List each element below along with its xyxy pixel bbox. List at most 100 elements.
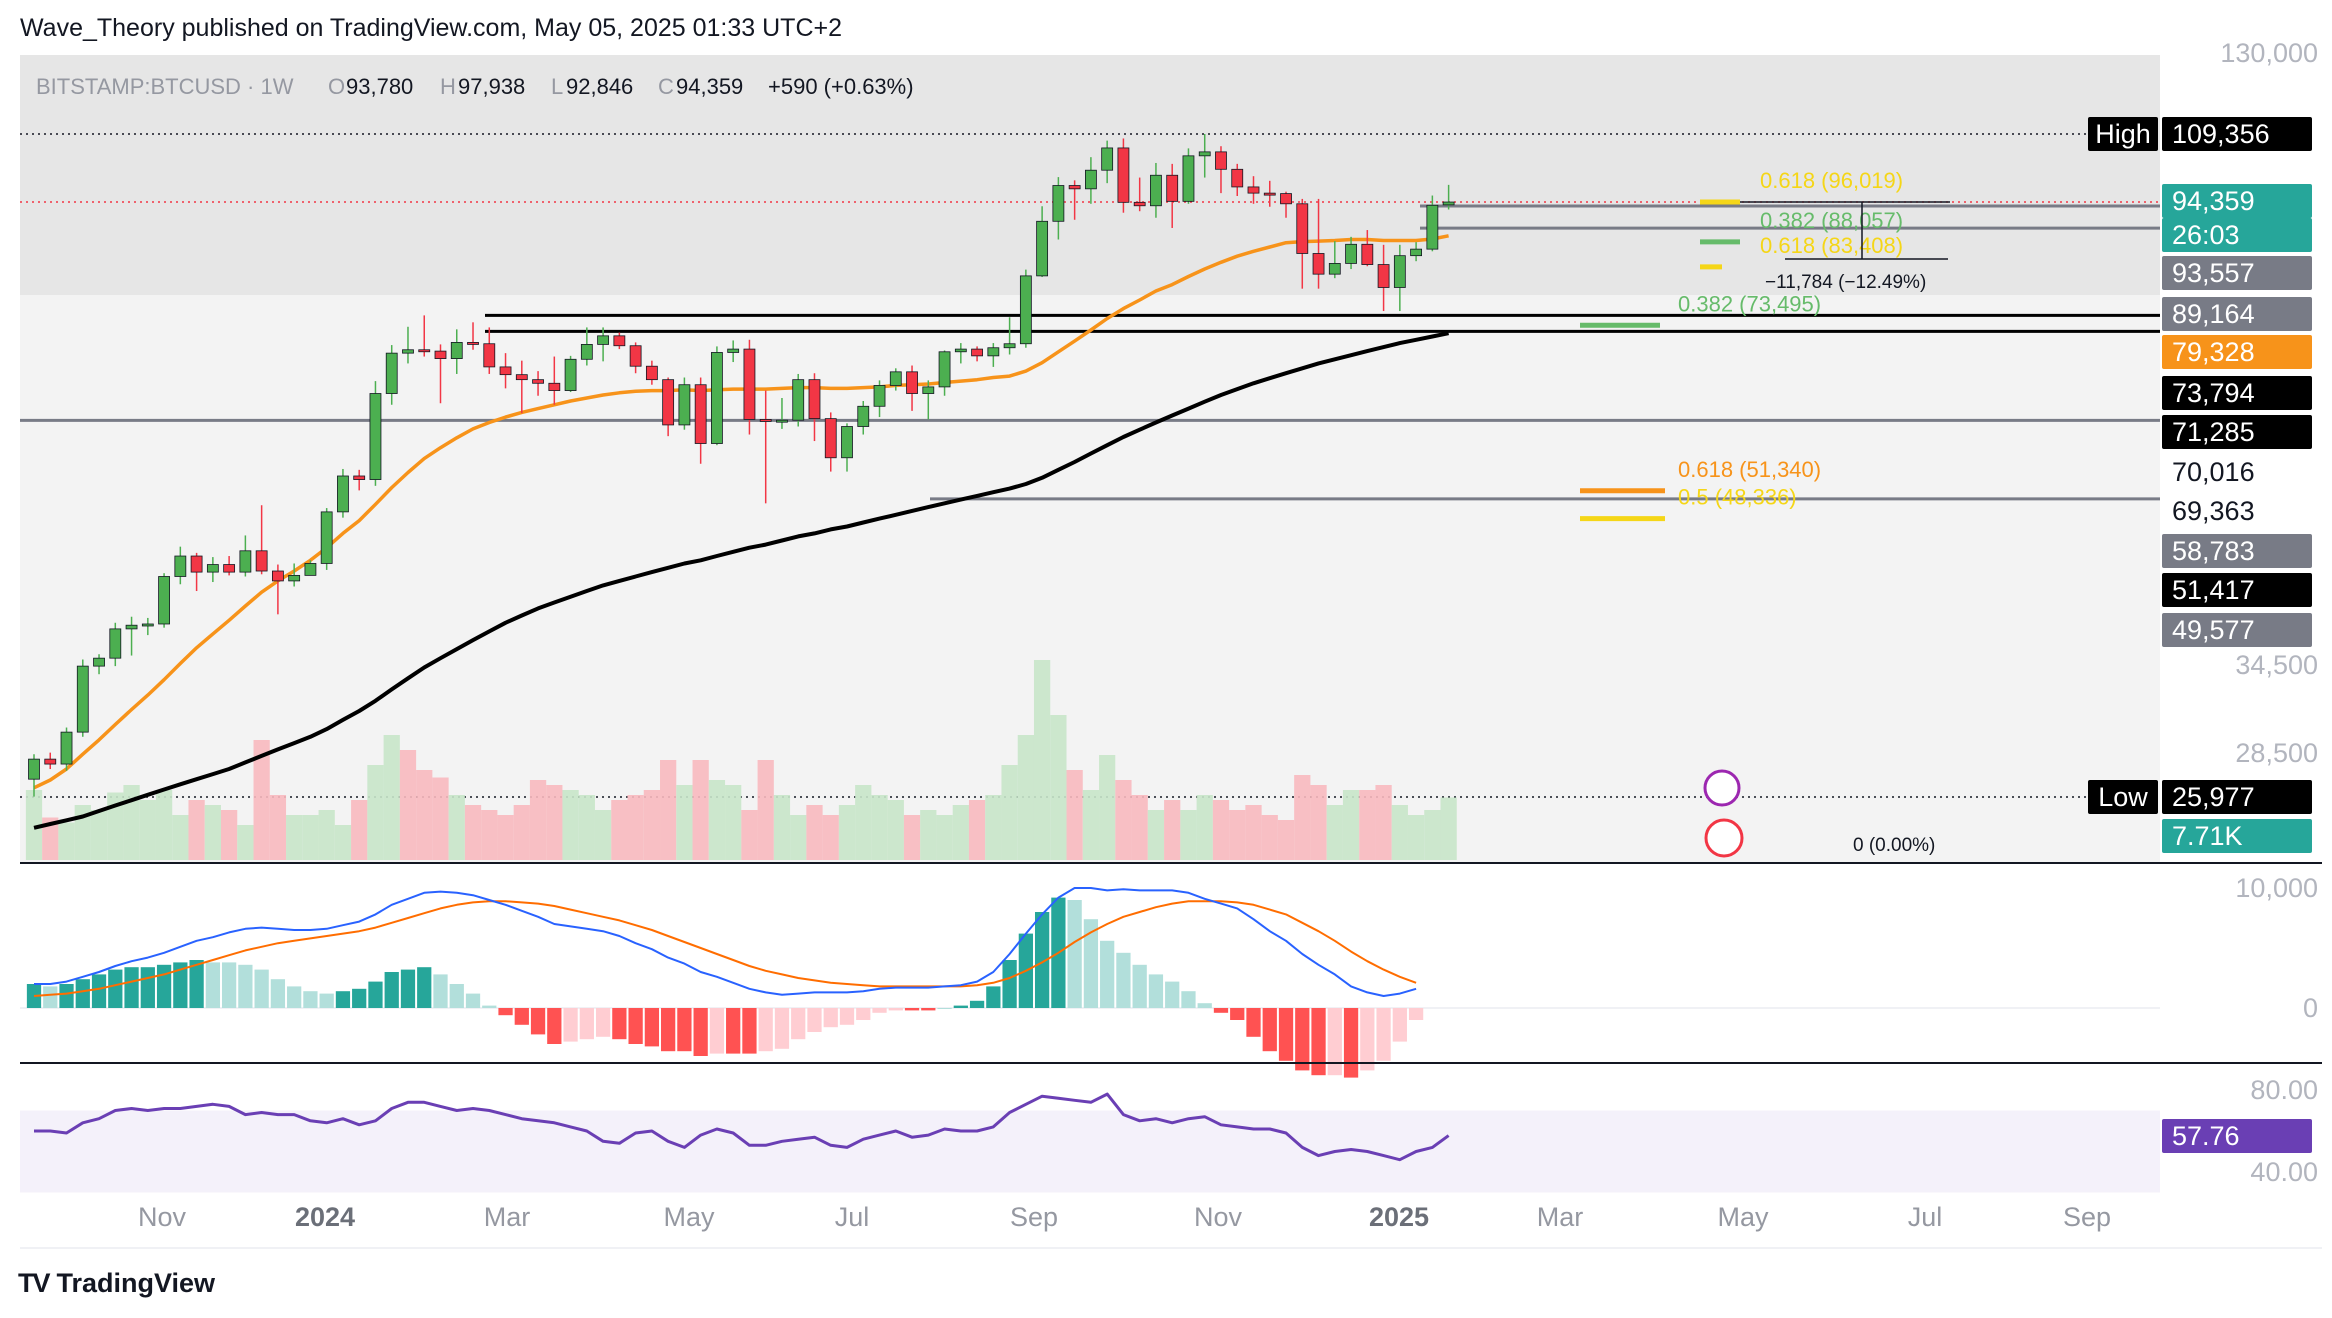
price-panel[interactable]: 0.618 (96,019) 0.382 (88,057)0.618 (83,40… (20, 133, 2160, 860)
volume-bar (383, 735, 400, 860)
macd-histogram-bar (1132, 964, 1147, 1008)
volume-bar (253, 740, 270, 860)
volume-bar (1180, 810, 1197, 860)
macd-histogram-bar (774, 1008, 790, 1049)
macd-histogram-bar (465, 993, 481, 1008)
ema200-line (33, 331, 1449, 830)
macd-histogram-bar (1230, 1008, 1245, 1020)
price-tag-label: 73,794 (2172, 378, 2255, 408)
volume-bar (1375, 785, 1392, 860)
candle-body (711, 352, 723, 444)
price-tag (2162, 256, 2312, 290)
rsi-panel[interactable] (20, 1092, 2160, 1193)
high-prefix: H (440, 74, 456, 99)
measure-label: −11,784 (−12.49%) (1765, 272, 1926, 293)
volume-bar (1017, 735, 1034, 860)
candle-body (418, 349, 431, 353)
volume-bar (1424, 810, 1441, 860)
volume-bar (562, 790, 579, 860)
volume-bar (968, 800, 986, 860)
candle-body (1410, 248, 1422, 257)
volume-bar (660, 760, 677, 860)
low-prefix: L (551, 74, 563, 99)
macd-histogram-bar (921, 1008, 936, 1011)
candle-body (320, 511, 333, 564)
macd-histogram-bar (563, 1008, 578, 1042)
candle-body (499, 366, 512, 376)
price-tag (2162, 376, 2312, 410)
volume-bar (107, 792, 124, 860)
volume-bar (1050, 715, 1067, 860)
price-tag (2088, 117, 2158, 151)
candle-body (776, 419, 788, 423)
volume-bar (1229, 810, 1246, 860)
macd-histogram-bar (43, 986, 58, 1008)
volume-bar (855, 785, 872, 860)
price-tick: 34,500 (2235, 650, 2318, 680)
macd-histogram-bar (59, 984, 74, 1008)
macd-histogram-bar (1034, 912, 1050, 1008)
candle-body (109, 628, 122, 659)
us-flag-icon (1704, 818, 1744, 858)
volume-bar (220, 810, 238, 860)
volume-bar (58, 822, 75, 860)
fib-label: 0.618 (83,408) (1760, 233, 1903, 258)
price-tag (2162, 117, 2312, 151)
macd-histogram-bar (1100, 940, 1115, 1008)
volume-bar (334, 825, 352, 860)
volume-bar (741, 810, 758, 860)
price-tag-label: 71,285 (2172, 417, 2255, 447)
macd-histogram-bar (709, 1008, 725, 1054)
tradingview-logo-icon: TV (18, 1268, 50, 1298)
macd-histogram-bar (661, 1008, 676, 1052)
candle-body (515, 374, 528, 381)
close-prefix: C (658, 74, 674, 99)
volume-bar (838, 805, 856, 860)
volume-bar (1391, 805, 1408, 860)
price-tag (2162, 534, 2312, 568)
candle-body (1036, 220, 1049, 277)
volume-bar (871, 795, 888, 860)
price-tag (2162, 573, 2312, 607)
volume-bar (643, 790, 661, 860)
candle-body (483, 343, 496, 368)
macd-histogram-bar (449, 984, 464, 1008)
candle-body (1003, 343, 1016, 349)
candle-body (337, 475, 349, 513)
price-tag (2162, 613, 2312, 647)
volume-bar (773, 795, 791, 860)
macd-histogram-bar (400, 969, 416, 1008)
volume-bar (1294, 775, 1311, 860)
candle-body (223, 564, 236, 573)
macd-histogram-bar (937, 1008, 952, 1009)
time-tick: May (1717, 1202, 1769, 1232)
macd-histogram-bar (807, 1008, 822, 1032)
volume-bar (90, 810, 108, 860)
price-tag-label: High (2095, 119, 2151, 149)
candle-body (467, 342, 479, 345)
macd-histogram-bar (270, 979, 286, 1008)
volume-bar (1245, 805, 1262, 860)
candle-body (1280, 193, 1292, 205)
price-tag (2162, 415, 2312, 449)
price-tag-label: 58,783 (2172, 536, 2255, 566)
volume-bar (1196, 795, 1213, 860)
macd-panel[interactable] (20, 887, 2160, 1078)
candle-body (743, 348, 756, 420)
candle-body (1133, 201, 1146, 207)
tradingview-brand[interactable]: TV TradingView (18, 1268, 215, 1299)
candle-body (385, 352, 398, 394)
candle-body (873, 385, 886, 407)
macd-histogram-bar (595, 1008, 611, 1037)
volume-bar (1440, 797, 1457, 860)
candle-body (564, 358, 577, 391)
volume-bar (1277, 820, 1295, 860)
rsi-tick: 80.00 (2250, 1075, 2318, 1105)
volume-bar (367, 765, 384, 860)
candle-body (727, 348, 740, 353)
macd-histogram-bar (433, 974, 448, 1008)
macd-histogram-bar (1197, 1003, 1212, 1008)
macd-histogram-bar (1327, 1008, 1342, 1076)
volume-bar (790, 815, 807, 860)
